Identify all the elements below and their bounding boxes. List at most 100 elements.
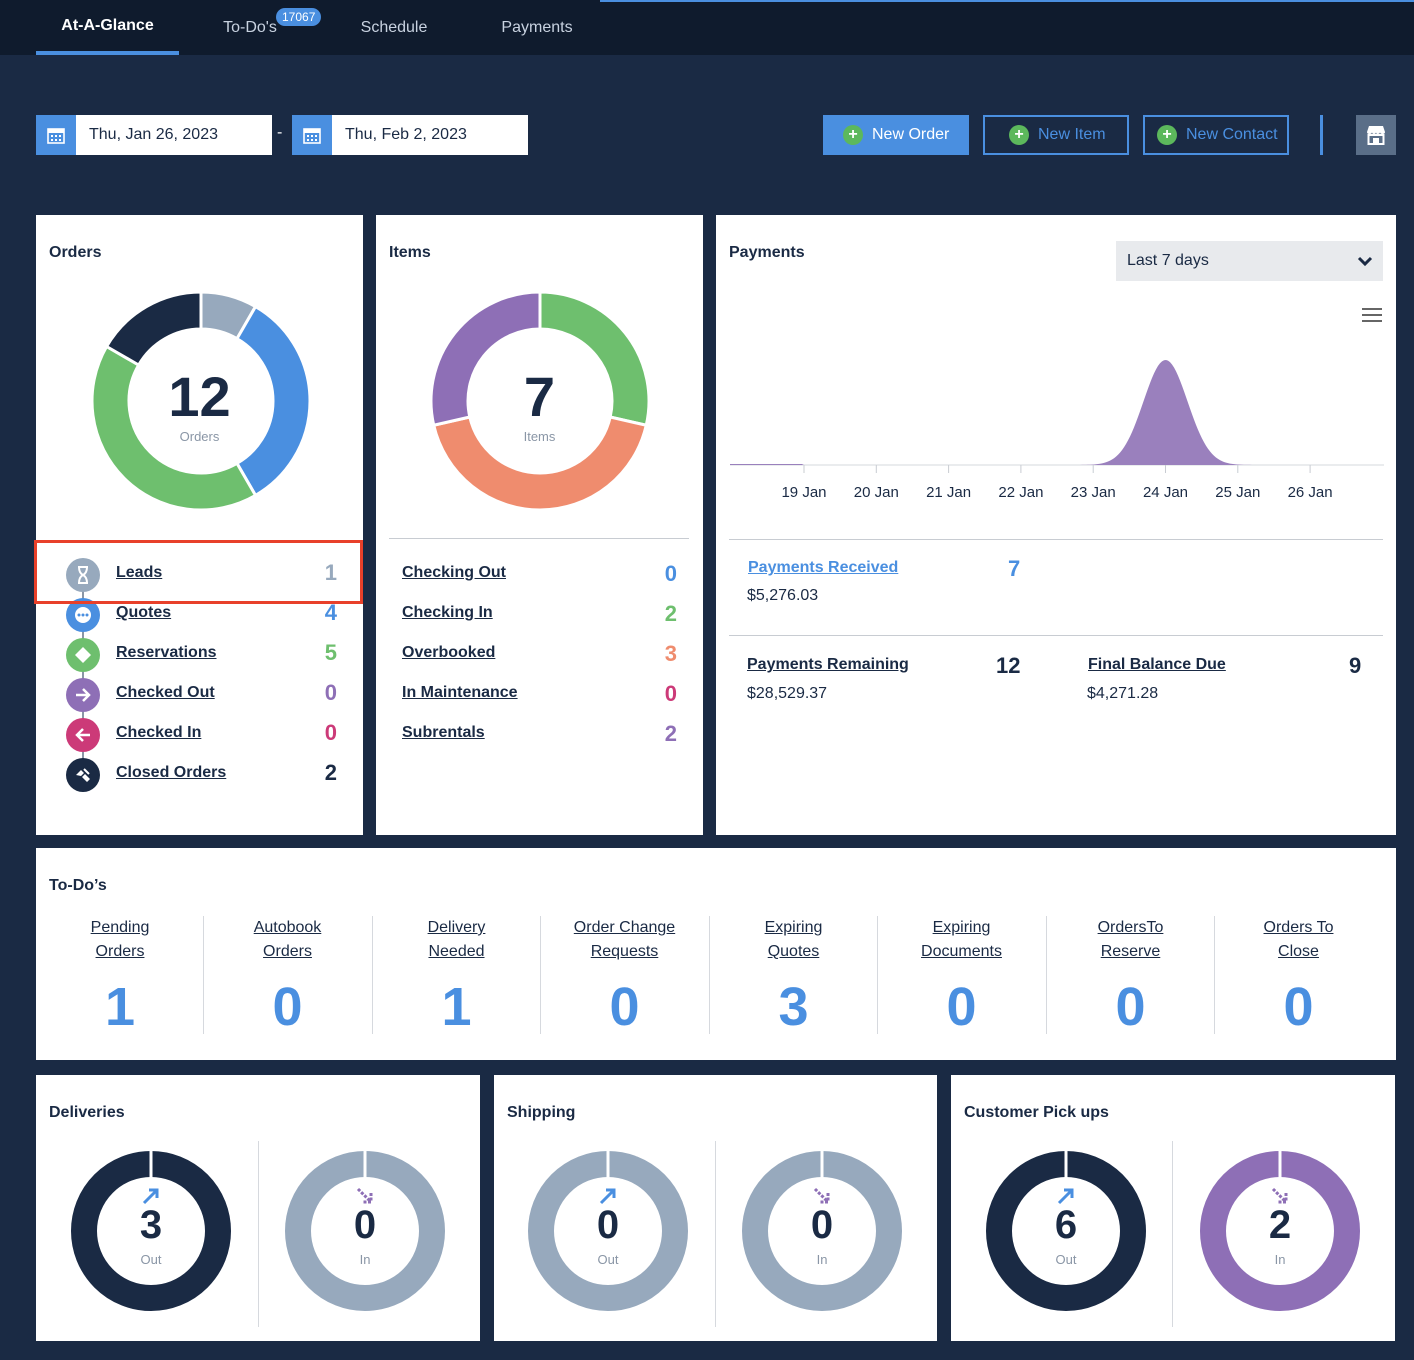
orders-donut-slice-2[interactable]	[92, 344, 258, 511]
shipping-in-donut[interactable]: 0 In	[742, 1151, 902, 1311]
pickups-panel: Customer Pick ups 6 Out 2 In	[951, 1075, 1395, 1341]
todo-label-line2: Orders	[263, 943, 312, 960]
end-calendar-button[interactable]	[292, 115, 332, 155]
x-tick-label: 22 Jan	[998, 484, 1043, 501]
checking-in-count: 2	[664, 601, 677, 626]
payments-remaining-link[interactable]: Payments Remaining	[747, 656, 909, 673]
tab-at-a-glance[interactable]: At-A-Glance	[36, 0, 179, 55]
payments-remaining-amount: $28,529.37	[747, 685, 828, 702]
new-item-button[interactable]: + New Item	[983, 115, 1129, 155]
top-nav: At-A-Glance To-Do's 17067 Schedule Payme…	[0, 0, 1414, 55]
tab-todos[interactable]: To-Do's 17067	[210, 0, 322, 55]
payments-received-count: 7	[1008, 556, 1021, 581]
legend-row-leads: Leads 1	[36, 554, 363, 594]
todos-panel: To-Do’s Pending Orders 1 Autobook Orders…	[36, 848, 1396, 1060]
chart-menu-icon[interactable]	[1362, 308, 1382, 326]
todo-expiring-quotes[interactable]: Expiring Quotes 3	[709, 916, 877, 1034]
shipping-out-donut[interactable]: 0 Out	[528, 1151, 688, 1311]
closed-orders-link[interactable]: Closed Orders	[116, 764, 227, 781]
x-tick-label: 25 Jan	[1215, 484, 1260, 501]
end-date-input[interactable]	[332, 115, 528, 155]
todo-delivery-needed[interactable]: Delivery Needed 1	[372, 916, 540, 1034]
tab-label: To-Do's	[223, 18, 277, 36]
date-range-value: Last 7 days	[1127, 252, 1209, 269]
deliveries-in-label: In	[359, 1252, 371, 1267]
todo-label-line2: Requests	[590, 943, 659, 960]
todo-count: 3	[778, 977, 809, 1037]
todo-count: 0	[946, 977, 977, 1037]
todo-count: 0	[272, 977, 303, 1037]
tab-schedule[interactable]: Schedule	[350, 0, 438, 55]
items-donut-slice-1[interactable]	[431, 415, 649, 510]
quotes-link[interactable]: Quotes	[116, 604, 172, 621]
items-total: 7	[523, 365, 556, 428]
plus-circle-icon: +	[1009, 125, 1029, 145]
todo-label-line1: Expiring	[764, 919, 823, 936]
arrow-out-icon	[1057, 1188, 1074, 1205]
pickups-out-count: 6	[1054, 1203, 1078, 1247]
checking-out-link[interactable]: Checking Out	[402, 564, 507, 581]
arrow-in-icon	[813, 1187, 830, 1204]
subrentals-count: 2	[664, 721, 677, 746]
leads-count: 1	[324, 560, 337, 585]
payments-area-series[interactable]	[730, 360, 1384, 465]
todo-orders-to-close[interactable]: Orders To Close 0	[1214, 916, 1382, 1034]
todo-pending-orders[interactable]: Pending Orders 1	[36, 916, 204, 1034]
tab-payments[interactable]: Payments	[490, 0, 584, 55]
final-balance-amount: $4,271.28	[1087, 685, 1159, 702]
start-calendar-button[interactable]	[36, 115, 76, 155]
shipping-in-count: 0	[810, 1203, 834, 1247]
todo-orders-to-reserve[interactable]: OrdersTo Reserve 0	[1046, 916, 1214, 1034]
handshake-icon	[66, 758, 100, 792]
subrentals-link[interactable]: Subrentals	[402, 724, 485, 741]
leads-link[interactable]: Leads	[116, 564, 163, 581]
overbooked-link[interactable]: Overbooked	[402, 644, 496, 661]
plus-circle-icon: +	[1157, 125, 1177, 145]
arrow-in-icon	[356, 1187, 373, 1204]
start-date-picker	[36, 115, 272, 155]
new-order-button[interactable]: + New Order	[823, 115, 969, 155]
shipping-title: Shipping	[507, 1104, 576, 1121]
deliveries-out-donut[interactable]: 3 Out	[71, 1151, 231, 1311]
checked-out-link[interactable]: Checked Out	[116, 684, 215, 701]
items-donut	[431, 292, 649, 510]
arrow-out-icon	[599, 1188, 616, 1205]
shipping-panel: Shipping 0 Out 0 In	[494, 1075, 937, 1341]
todo-label-line2: Documents	[921, 943, 1002, 960]
deliveries-out-count: 3	[139, 1203, 163, 1247]
x-tick-label: 21 Jan	[926, 484, 971, 501]
date-range-select[interactable]: Last 7 days	[1116, 241, 1383, 281]
closed-orders-count: 2	[324, 760, 337, 785]
calendar-icon	[303, 128, 321, 144]
payments-received-link[interactable]: Payments Received	[748, 559, 899, 576]
todo-autobook-orders[interactable]: Autobook Orders 0	[203, 916, 371, 1034]
plus-circle-icon: +	[843, 125, 863, 145]
todo-label-line1: Pending	[90, 919, 150, 936]
new-contact-button[interactable]: + New Contact	[1143, 115, 1289, 155]
deliveries-in-donut[interactable]: 0 In	[285, 1151, 445, 1311]
reservations-link[interactable]: Reservations	[116, 644, 217, 661]
in-maintenance-count: 0	[664, 681, 677, 706]
deliveries-in-count: 0	[353, 1203, 377, 1247]
final-balance-link[interactable]: Final Balance Due	[1088, 656, 1226, 673]
shipping-out-count: 0	[596, 1203, 620, 1247]
shipping-in-label: In	[816, 1252, 828, 1267]
pickups-in-donut[interactable]: 2 In	[1200, 1151, 1360, 1311]
legend-row-checked-in: Checked In 0	[36, 714, 363, 754]
start-date-input[interactable]	[76, 115, 272, 155]
pickups-out-donut[interactable]: 6 Out	[986, 1151, 1146, 1311]
todo-expiring-documents[interactable]: Expiring Documents 0	[877, 916, 1045, 1034]
storefront-button[interactable]	[1356, 115, 1396, 155]
pickups-out-label: Out	[1055, 1252, 1077, 1267]
in-maintenance-link[interactable]: In Maintenance	[402, 684, 518, 701]
legend-row-reservations: Reservations 5	[36, 634, 363, 674]
checked-in-link[interactable]: Checked In	[116, 724, 202, 741]
checking-in-link[interactable]: Checking In	[402, 604, 493, 621]
orders-donut-slice-5[interactable]	[104, 292, 203, 368]
todo-order-change-requests[interactable]: Order Change Requests 0	[540, 916, 708, 1034]
items-donut-slice-2[interactable]	[431, 292, 542, 428]
orders-donut-slice-1[interactable]	[234, 304, 310, 498]
x-tick-label: 23 Jan	[1071, 484, 1116, 501]
checking-out-count: 0	[664, 561, 677, 586]
items-title: Items	[389, 244, 431, 261]
